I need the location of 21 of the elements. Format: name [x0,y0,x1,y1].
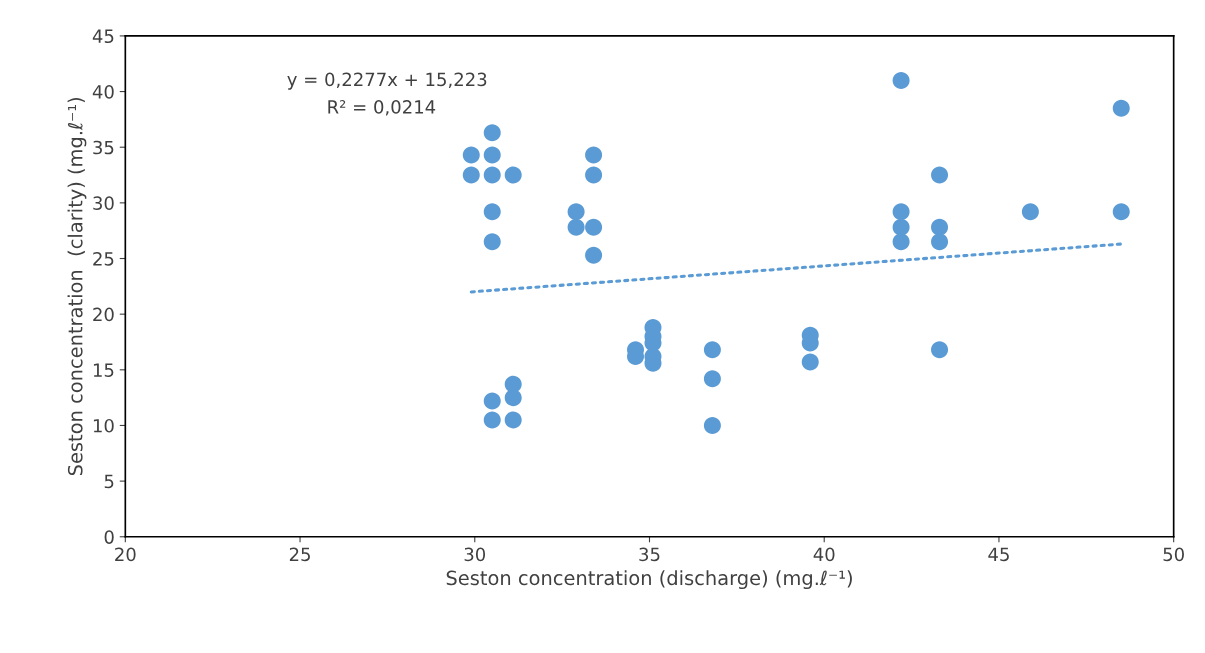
annotation: y = 0,2277x + 15,223 [287,72,487,90]
y-tick-label: 15 [93,363,114,377]
y-tick-label: 45 [92,29,114,44]
y-tick-label: 0 [104,530,114,544]
x-tick-label: 20 [115,547,136,562]
y-tick-label: 10 [93,418,114,433]
x-tick-label: 35 [639,547,660,562]
annotation: R² = 0,0214 [328,100,436,116]
x-tick-label: 25 [289,547,310,562]
y-axis-title: Seston concentration (clarity) (mg.ℓ⁻¹) [67,97,87,476]
x-tick-label: 30 [464,547,486,562]
y-tick-label: 5 [104,474,114,489]
y-tick-label: 40 [92,85,114,99]
y-tick-label: 30 [93,196,114,210]
y-tick-label: 25 [93,251,114,266]
x-tick-label: 50 [1163,547,1184,562]
x-axis-title: Seston concentration (discharge) (mg.ℓ⁻¹) [446,570,852,590]
y-tick-label: 20 [93,307,114,322]
y-tick-label: 35 [93,140,114,155]
x-tick-label: 40 [813,547,835,562]
x-tick-label: 45 [988,547,1009,562]
